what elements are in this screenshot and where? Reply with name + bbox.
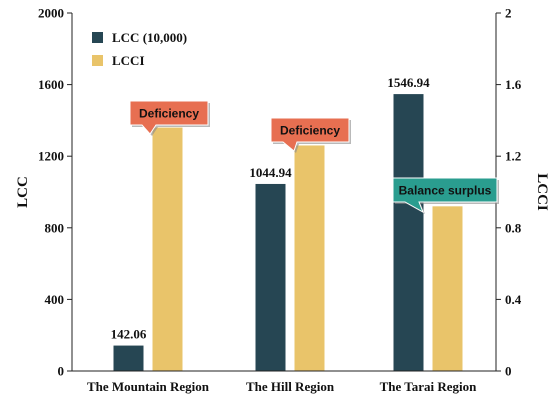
y-tick-label-3: 1200 (38, 149, 64, 164)
bar-lcci-1 (294, 145, 325, 371)
y2-tick-label-5: 2 (505, 6, 512, 21)
callout-bubble-0 (129, 100, 209, 135)
bar-lcc-1 (255, 183, 286, 371)
legend-swatch-1 (92, 55, 103, 66)
callout-text-2: Balance surplus (399, 184, 492, 198)
y-tick-label-1: 400 (45, 292, 65, 307)
y2-tick-label-0: 0 (505, 364, 512, 379)
bar-lcc-0 (113, 345, 144, 371)
y2-tick-label-4: 1.6 (505, 77, 522, 92)
callout-text-0: Deficiency (139, 107, 199, 121)
bar-lcci-2 (432, 206, 463, 371)
y2-tick-label-2: 0.8 (505, 220, 522, 235)
bar-lcc-2 (393, 94, 424, 371)
y2-tick-label-3: 1.2 (505, 149, 521, 164)
x-tick-label-2: The Tarai Region (380, 379, 478, 394)
bars-layer (113, 94, 463, 371)
y-tick-label-2: 800 (45, 220, 65, 235)
legend-label-0: LCC (10,000) (112, 30, 187, 45)
data-label-lcc-2: 1546.94 (387, 75, 430, 90)
y-tick-label-4: 1600 (38, 77, 64, 92)
callout-text-1: Deficiency (280, 124, 340, 138)
y-axis-title: LCC (15, 176, 31, 208)
y2-axis-title: LCCI (534, 173, 550, 211)
bar-lcci-0 (152, 127, 183, 371)
data-label-lcc-1: 1044.94 (249, 165, 292, 180)
callout-bubble-1 (270, 117, 350, 152)
legend-swatch-0 (92, 32, 103, 43)
y-tick-label-5: 2000 (38, 6, 64, 21)
callouts-layer: Deficiency Deficiency Balance surplus (129, 100, 499, 214)
callout-bubble-2 (392, 177, 498, 214)
legend: LCC (10,000) LCCI (92, 30, 187, 68)
y-tick-label-0: 0 (58, 364, 65, 379)
data-label-lcc-0: 142.06 (111, 327, 147, 342)
legend-label-1: LCCI (112, 53, 145, 68)
labels-layer: 142.06 1044.94 1546.94 (111, 75, 431, 341)
x-tick-label-1: The Hill Region (246, 379, 335, 394)
x-tick-label-0: The Mountain Region (87, 379, 210, 394)
y2-tick-label-1: 0.4 (505, 292, 522, 307)
